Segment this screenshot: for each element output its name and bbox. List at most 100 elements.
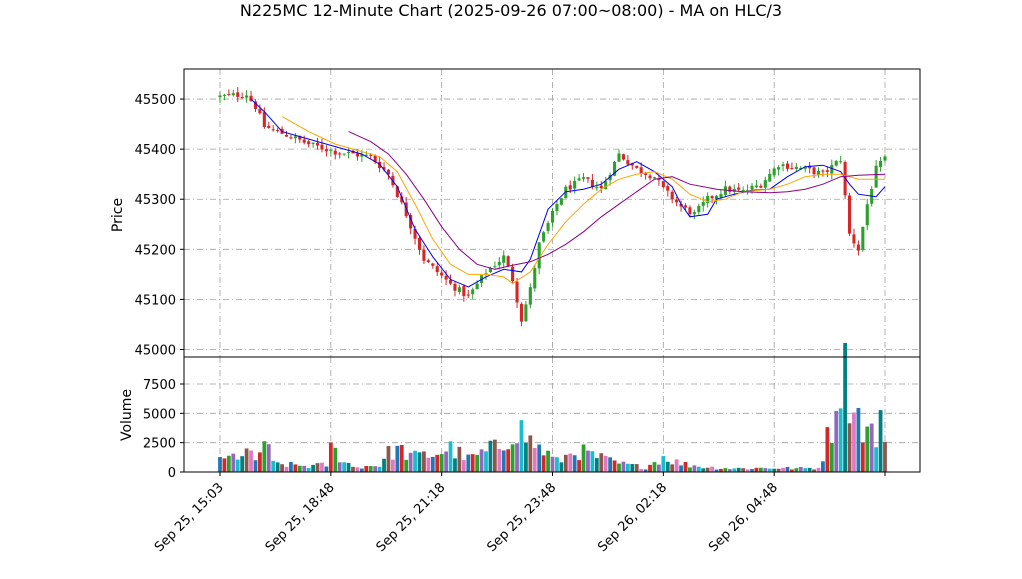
volume-bar <box>532 447 537 472</box>
candle-body <box>466 294 470 296</box>
candle-body <box>267 126 271 129</box>
volume-bar <box>235 459 240 472</box>
volume-bar <box>515 443 519 472</box>
candle-body <box>276 130 280 132</box>
candle-body <box>324 149 328 152</box>
volume-bar <box>444 451 448 472</box>
volume-bar <box>874 447 879 472</box>
volume-bar <box>705 467 710 472</box>
volume-bar <box>568 453 573 472</box>
candle-body <box>635 165 639 168</box>
volume-bar <box>577 460 581 472</box>
candle-body <box>475 283 479 290</box>
candle-body <box>426 260 430 263</box>
volume-tick-label: 7500 <box>143 378 176 393</box>
x-tick-label: Sep 25, 23:48 <box>484 480 559 555</box>
candle-body <box>289 137 293 139</box>
volume-bar <box>555 457 559 472</box>
candle-body <box>493 266 497 268</box>
candle-body <box>719 194 723 198</box>
candle-body <box>883 156 887 161</box>
candles <box>218 87 887 327</box>
candle-body <box>404 202 408 217</box>
volume-bar <box>355 467 360 472</box>
volume-bar <box>249 450 253 472</box>
candle-body <box>284 134 289 137</box>
x-tick-label: Sep 25, 18:48 <box>263 480 338 555</box>
candle-body <box>338 153 342 155</box>
candle-body <box>683 205 688 208</box>
volume-bar <box>643 469 648 472</box>
volume-tick-label: 2500 <box>143 437 176 452</box>
candle-body <box>847 195 852 234</box>
volume-bar <box>794 468 799 472</box>
candle-body <box>519 303 524 322</box>
volume-bar <box>448 441 453 472</box>
volume-bar <box>359 468 364 472</box>
candle-body <box>692 212 696 215</box>
candle-body <box>763 180 767 188</box>
volume-bar <box>608 457 613 472</box>
volume-bar <box>368 466 373 472</box>
candle-body <box>462 286 466 297</box>
candle-body <box>502 255 506 263</box>
volume-bar <box>240 456 245 472</box>
candle-body <box>777 167 781 170</box>
candle-body <box>830 164 834 174</box>
candle-body <box>440 272 444 276</box>
volume-bar <box>218 457 222 472</box>
volume-panel-frame <box>183 356 921 473</box>
volume-bar <box>621 461 626 472</box>
volume-bar <box>430 456 435 472</box>
price-tick-label: 45500 <box>135 93 176 108</box>
candle-body <box>670 191 674 200</box>
candle-body <box>382 167 386 170</box>
candle-body <box>559 198 563 205</box>
candle-body <box>488 267 492 273</box>
volume-bar <box>781 467 785 472</box>
candle-body <box>364 154 368 156</box>
volume-bar <box>741 468 746 472</box>
volume-bar <box>727 469 732 472</box>
volume-bar <box>324 466 329 472</box>
volume-axis-label: Volume <box>119 389 135 441</box>
candle-body <box>794 166 798 169</box>
volume-bar <box>688 467 692 472</box>
volume-bar <box>364 466 369 472</box>
volume-bar <box>670 464 675 472</box>
volume-bar <box>280 464 284 472</box>
candle-body <box>879 160 883 167</box>
volume-bar <box>701 468 706 472</box>
candle-body <box>453 283 457 291</box>
candle-body <box>484 273 488 275</box>
volume-bar <box>297 465 302 472</box>
candle-body <box>785 163 790 169</box>
volume-bar <box>723 468 728 472</box>
volume-bar <box>328 442 333 472</box>
volume-bar <box>696 466 701 472</box>
candle-body <box>546 223 550 231</box>
volume-bar <box>843 342 847 472</box>
volume-bar <box>426 457 431 472</box>
volume-bar <box>594 458 599 472</box>
volume-bar <box>315 463 320 472</box>
volume-bar <box>435 454 440 472</box>
candle-body <box>400 196 404 203</box>
volume-bar <box>395 445 400 472</box>
volume-bar <box>457 446 462 472</box>
candle-body <box>679 203 683 207</box>
volume-bar <box>497 448 502 472</box>
candle-body <box>448 279 453 284</box>
volume-bar <box>271 460 276 472</box>
volume-bar <box>847 423 852 472</box>
candle-body <box>590 179 594 187</box>
volume-bar <box>337 462 342 472</box>
candle-body <box>227 93 231 95</box>
candle-body <box>542 232 546 242</box>
candle-body <box>355 153 359 157</box>
volume-bar <box>860 442 865 472</box>
candle-body <box>865 204 869 226</box>
candle-body <box>812 167 816 175</box>
candle-body <box>799 167 803 169</box>
volume-bar <box>812 469 816 472</box>
